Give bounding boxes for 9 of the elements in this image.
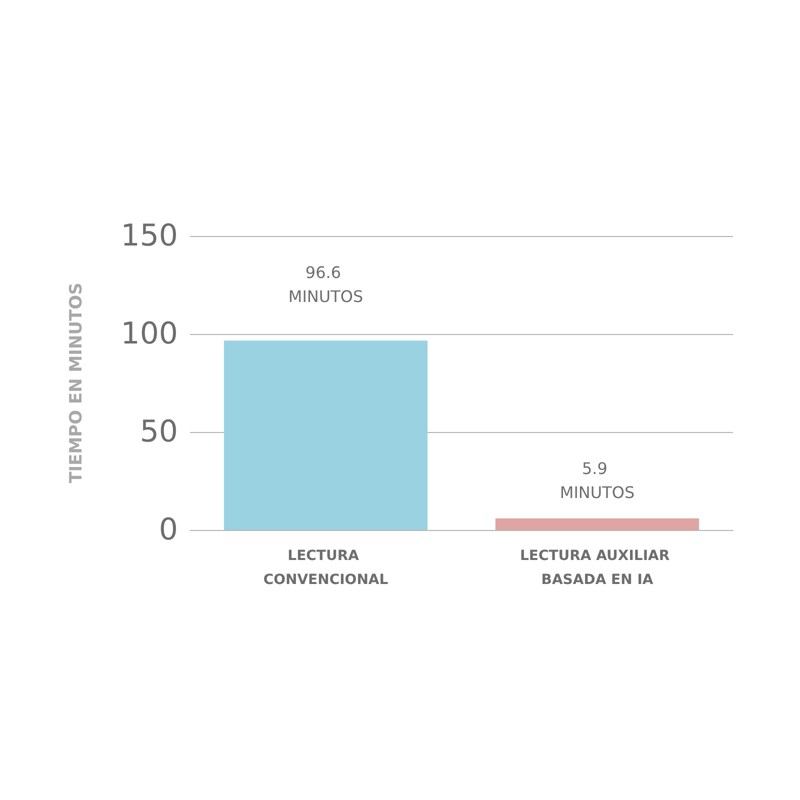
y-tick-label: 100 (120, 316, 178, 352)
x-tick-label: LECTURA CONVENCIONAL (263, 548, 388, 588)
y-axis-title: TIEMPO EN MINUTOS (66, 282, 86, 484)
y-tick-label: 150 (120, 218, 178, 254)
y-tick-label: 50 (140, 414, 178, 450)
y-tick-label: 0 (158, 512, 178, 548)
x-tick-label: LECTURA AUXILIAR BASADA EN IA (520, 548, 675, 588)
data-label: 5.9 MINUTOS (560, 458, 635, 502)
data-label: 96.6 MINUTOS (288, 263, 364, 306)
